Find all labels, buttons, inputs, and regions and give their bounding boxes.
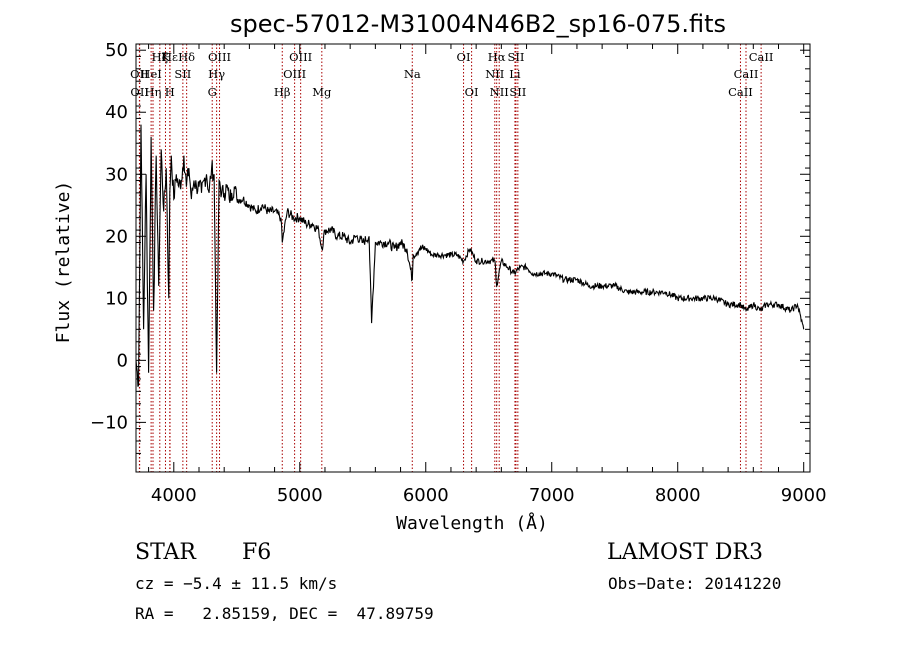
line-label-23: Hβ — [274, 85, 291, 99]
flux-series-line — [135, 124, 805, 387]
chart-title: spec-57012-M31004N46B2_sp16-075.fits — [230, 10, 726, 38]
survey-name: LAMOST DR3 — [607, 540, 763, 565]
object-class: STAR — [135, 540, 196, 565]
line-label-17: Li — [509, 67, 521, 81]
line-label-28: CaII — [728, 85, 753, 99]
plot-frame — [135, 43, 811, 473]
line-label-14: OIII — [283, 67, 306, 81]
x-tick-label-1: 5000 — [277, 485, 323, 506]
x-tick-label-5: 9000 — [781, 485, 827, 506]
object-subclass: F6 — [242, 540, 272, 565]
y-tick-label-3: 20 — [105, 226, 128, 247]
line-label-8: SII — [507, 50, 524, 64]
y-tick-label-4: 30 — [105, 164, 128, 185]
x-tick-label-2: 6000 — [403, 485, 449, 506]
y-axis-label: Flux (relative) — [53, 181, 74, 344]
line-label-13: Hγ — [208, 67, 225, 81]
spectral-line-markers — [138, 44, 762, 472]
ra-dec-coordinates: RA = 2.85159, DEC = 47.89759 — [135, 604, 434, 623]
y-tick-label-6: 50 — [105, 40, 128, 61]
line-label-10: OII — [130, 67, 149, 81]
line-label-19: OII — [130, 85, 149, 99]
line-label-4: OIII — [208, 50, 231, 64]
line-label-20: Hη — [145, 85, 162, 99]
line-label-26: NII — [490, 85, 509, 99]
line-label-5: OIII — [289, 50, 312, 64]
y-tick-label-2: 10 — [105, 288, 128, 309]
x-axis-label: Wavelength (Å) — [396, 512, 548, 534]
line-label-7: Hα — [488, 50, 506, 64]
line-label-11: HeI — [140, 67, 161, 81]
line-label-15: Na — [404, 67, 421, 81]
line-label-27: SII — [509, 85, 526, 99]
line-label-0: Hζ — [152, 50, 168, 64]
x-tick-label-4: 8000 — [655, 485, 701, 506]
axis-ticks: 4000 5000 6000 7000 8000 9000 −10 0 10 20 30 40 50 — [90, 40, 827, 506]
line-label-3: Hδ — [178, 50, 195, 64]
x-tick-label-0: 4000 — [151, 485, 197, 506]
y-tick-label-5: 40 — [105, 102, 128, 123]
x-tick-label-3: 7000 — [529, 485, 575, 506]
line-label-9: CaII — [749, 50, 774, 64]
y-tick-label-1: 0 — [117, 350, 128, 371]
line-label-24: Mg — [312, 85, 332, 99]
line-label-2: K — [161, 50, 170, 64]
line-label-18: CaII — [734, 67, 759, 81]
line-label-6: OI — [457, 50, 471, 64]
y-tick-label-0: −10 — [90, 412, 128, 433]
redshift-velocity: cz = −5.4 ± 11.5 km/s — [135, 574, 338, 593]
observation-date: Obs−Date: 20141220 — [608, 574, 782, 593]
line-label-21: H — [165, 85, 175, 99]
line-label-25: OI — [465, 85, 479, 99]
line-label-12: SII — [174, 67, 191, 81]
line-label-16: NII — [485, 67, 504, 81]
line-label-22: G — [208, 85, 217, 99]
